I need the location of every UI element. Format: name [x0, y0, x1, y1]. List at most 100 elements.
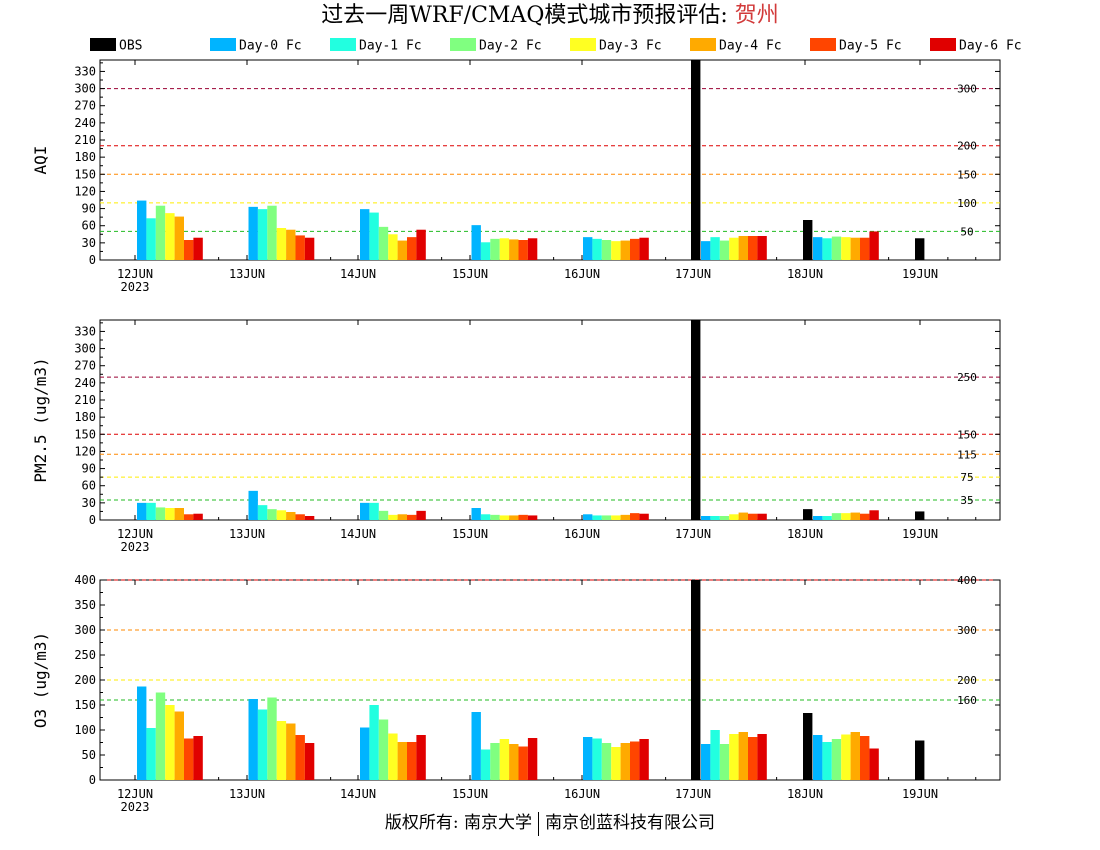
bar: [509, 515, 519, 520]
bar: [639, 513, 649, 520]
x-tick-label: 14JUN: [340, 267, 376, 281]
bar: [592, 738, 602, 780]
threshold-label: 150: [957, 428, 977, 441]
bar: [295, 235, 305, 260]
bar: [369, 212, 379, 260]
x-tick-label: 19JUN: [902, 267, 938, 281]
y-tick-label: 270: [74, 99, 96, 113]
x-tick-label: 19JUN: [902, 787, 938, 801]
bar: [286, 229, 296, 260]
bar: [257, 709, 268, 780]
bar: [407, 237, 417, 260]
legend-label-day-6-fc: Day-6 Fc: [959, 39, 1022, 54]
bar: [480, 514, 491, 520]
y-axis-label: O3 (ug/m3): [31, 632, 50, 728]
y-tick-label: 330: [74, 324, 96, 338]
bar: [710, 516, 720, 520]
plot-frame: [99, 319, 1001, 521]
bar: [915, 511, 925, 520]
bar: [509, 239, 519, 260]
bar: [583, 237, 593, 260]
y-tick-label: 150: [74, 427, 96, 441]
bar: [174, 711, 184, 780]
bar: [388, 733, 398, 780]
bar: [407, 742, 417, 780]
legend-label-obs: OBS: [119, 39, 142, 54]
bar: [490, 514, 500, 520]
bar: [831, 236, 842, 260]
bar: [388, 234, 398, 260]
footer-company: 南京创蓝科技有限公司: [545, 813, 716, 833]
bar: [841, 513, 851, 520]
plot-frame: [99, 59, 1001, 261]
bar: [286, 512, 296, 520]
x-tick-label: 19JUN: [902, 527, 938, 541]
bar: [276, 510, 287, 520]
x-tick-label: 2023: [121, 800, 150, 814]
y-tick-label: 400: [74, 573, 96, 587]
y-tick-label: 300: [74, 623, 96, 637]
bar: [601, 240, 612, 260]
x-tick-label: 15JUN: [452, 527, 488, 541]
chart-panel-1: 50 100 150 200 300 0 30 60 90 120 150 180 210 240 270 3…: [31, 59, 1001, 294]
legend-swatch-day-0-fc: [210, 38, 236, 51]
bar: [304, 237, 315, 260]
bar: [378, 719, 389, 780]
y-tick-label: 30: [82, 496, 96, 510]
bar: [184, 514, 194, 520]
bar: [719, 744, 730, 780]
bar: [527, 515, 538, 520]
bar: [397, 742, 407, 780]
bar: [155, 507, 166, 520]
bar: [137, 502, 147, 520]
bar: [378, 510, 389, 520]
threshold-label: 150: [957, 168, 977, 181]
y-tick-label: 120: [74, 444, 96, 458]
bar: [803, 509, 813, 520]
y-tick-label: 30: [82, 236, 96, 250]
bar: [850, 732, 860, 780]
y-tick-label: 120: [74, 184, 96, 198]
bar: [701, 516, 711, 520]
bar: [137, 686, 147, 780]
threshold-label: 250: [957, 371, 977, 384]
threshold-label: 50: [960, 225, 973, 238]
bar: [822, 742, 832, 780]
page-title: 过去一周WRF/CMAQ模式城市预报评估: 贺州: [0, 0, 1100, 32]
bar: [691, 60, 701, 260]
bar: [193, 736, 203, 780]
bar: [601, 515, 612, 520]
bar: [869, 231, 879, 260]
threshold-label: 400: [957, 574, 977, 587]
bar: [165, 213, 175, 260]
bar: [518, 240, 528, 260]
y-tick-label: 180: [74, 410, 96, 424]
x-tick-label: 17JUN: [675, 787, 711, 801]
bar: [860, 513, 870, 520]
y-tick-label: 0: [89, 513, 96, 527]
bar: [184, 240, 194, 260]
legend-swatch-obs: [90, 38, 116, 51]
threshold-label: 75: [960, 471, 973, 484]
y-tick-label: 150: [74, 167, 96, 181]
bar: [267, 205, 277, 260]
bar: [165, 508, 175, 520]
x-tick-label: 17JUN: [675, 267, 711, 281]
x-tick-label: 15JUN: [452, 787, 488, 801]
bar: [499, 515, 510, 520]
x-tick-label: 12JUN: [117, 527, 153, 541]
bar: [286, 723, 296, 780]
legend-label-day-0-fc: Day-0 Fc: [239, 39, 302, 54]
bar: [471, 225, 481, 260]
bar: [850, 512, 860, 520]
bar: [691, 320, 701, 520]
bar: [841, 734, 851, 780]
bar: [719, 240, 730, 260]
legend-label-day-5-fc: Day-5 Fc: [839, 39, 902, 54]
x-tick-label: 17JUN: [675, 527, 711, 541]
bar: [803, 220, 813, 260]
bar: [639, 739, 649, 780]
threshold-label: 300: [957, 83, 977, 96]
y-tick-label: 0: [89, 253, 96, 267]
bar: [490, 238, 500, 260]
